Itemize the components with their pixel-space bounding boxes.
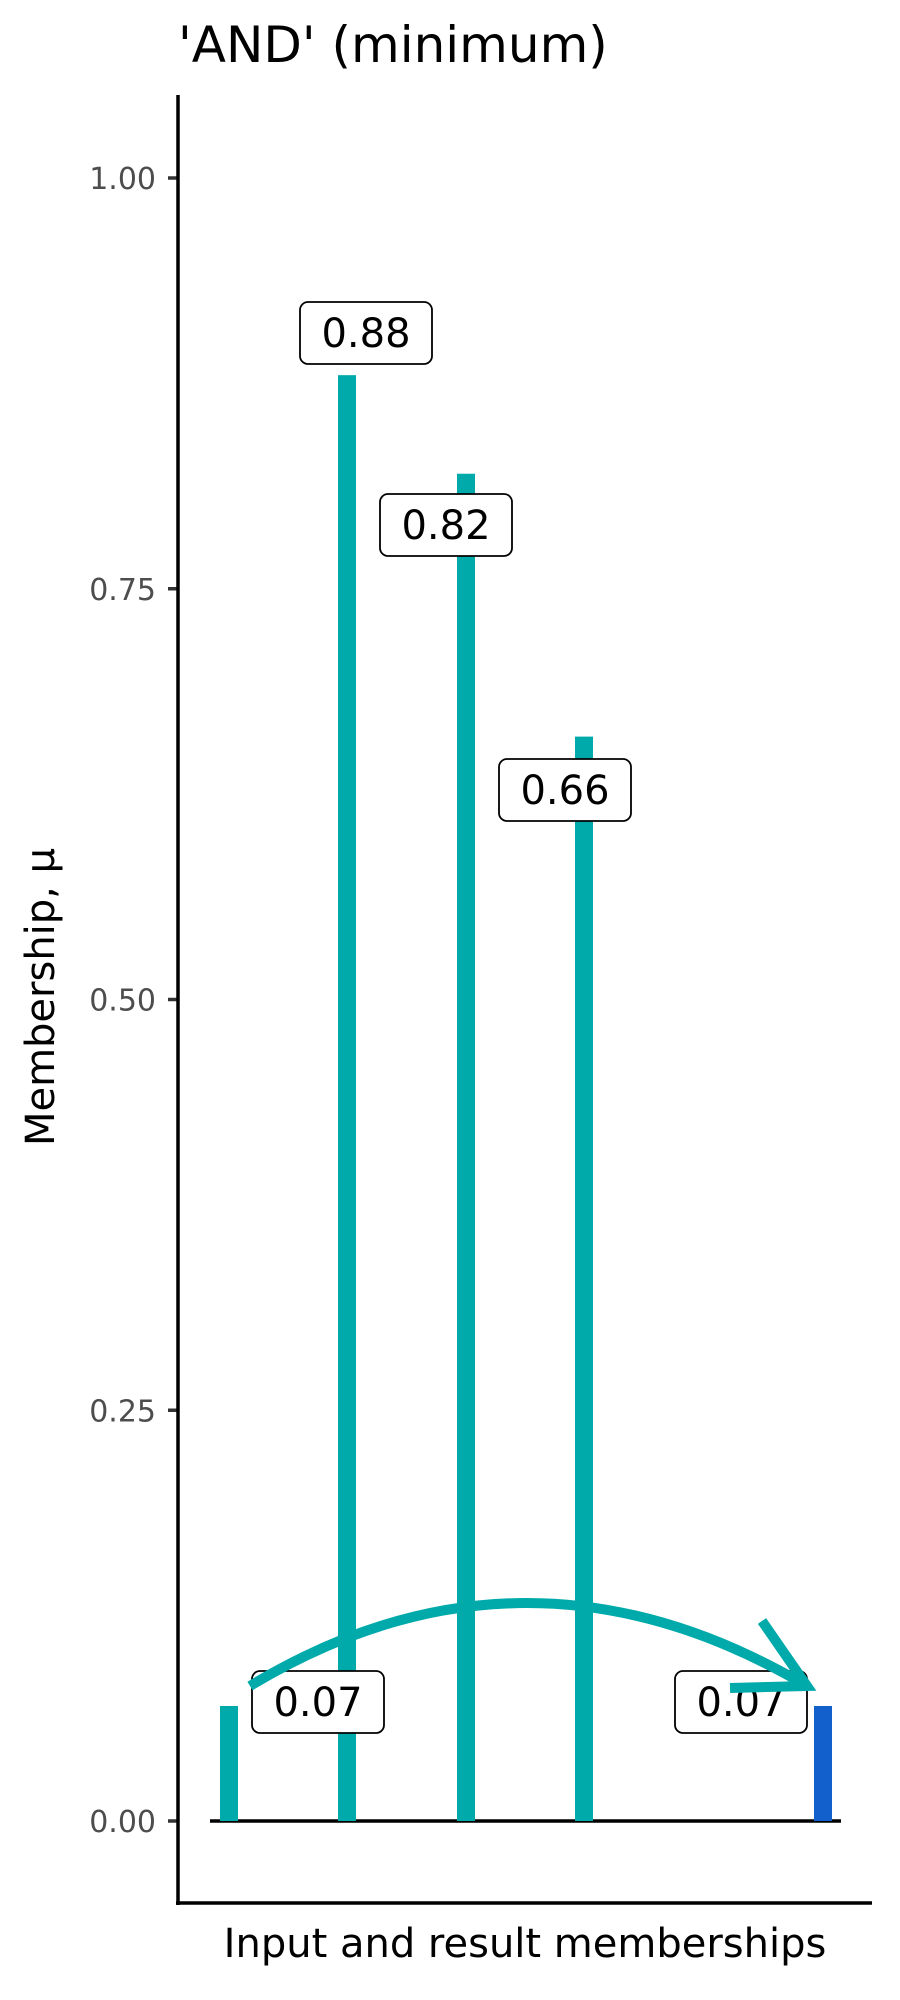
arrow-curve	[247, 1598, 810, 1691]
y-tick-label: 0.00	[89, 1805, 156, 1840]
result-bar	[814, 1705, 832, 1821]
y-tick-label: 1.00	[89, 162, 156, 197]
arrow-head	[729, 1618, 817, 1693]
input-bar	[220, 1705, 238, 1821]
data-label: 0.88	[299, 301, 433, 365]
input-bar	[457, 473, 475, 1821]
data-label-box	[379, 493, 513, 557]
data-label-box	[498, 758, 632, 822]
y-axis-label: Membership, μ	[18, 848, 64, 1146]
data-label-text: 0.66	[520, 768, 609, 814]
data-label: 0.82	[379, 493, 513, 557]
data-label: 0.07	[251, 1670, 385, 1734]
data-label: 0.66	[498, 758, 632, 822]
x-axis-label: Input and result memberships	[224, 1921, 827, 1967]
data-label: 0.07	[674, 1670, 808, 1734]
data-label-text: 0.82	[401, 503, 490, 549]
input-bar	[338, 375, 356, 1821]
data-label-box	[299, 301, 433, 365]
chart-title: 'AND' (minimum)	[178, 16, 608, 74]
data-label-text: 0.07	[273, 1680, 362, 1726]
data-label-box	[251, 1670, 385, 1734]
data-label-text: 0.88	[321, 311, 410, 357]
arrow	[247, 1598, 817, 1693]
y-tick-label: 0.25	[89, 1394, 156, 1429]
y-tick-label: 0.50	[89, 984, 156, 1019]
y-tick-label: 0.75	[89, 573, 156, 608]
input-bar	[575, 736, 593, 1821]
